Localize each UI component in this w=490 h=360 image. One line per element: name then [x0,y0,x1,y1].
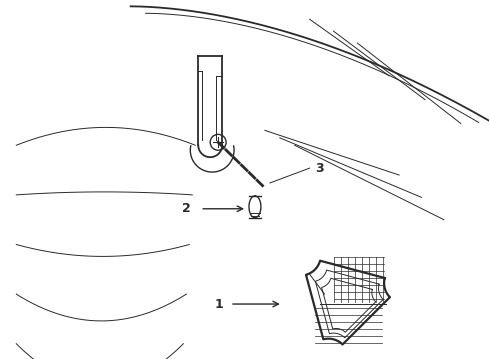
Text: 2: 2 [182,202,190,215]
Text: 1: 1 [214,297,223,311]
Text: 3: 3 [316,162,324,175]
